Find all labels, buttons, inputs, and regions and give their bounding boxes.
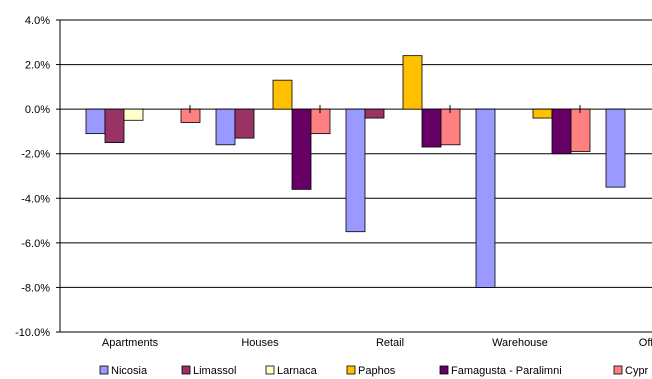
bar-famagusta-paralimni-warehouse — [551, 108, 572, 155]
y-tick-label: 0.0% — [25, 104, 50, 116]
y-tick-label: -4.0% — [21, 193, 50, 205]
legend: Nicosia Limassol Larnaca Paphos Famagusta - … — [99, 365, 649, 377]
bar-paphos-retail — [402, 55, 423, 110]
bar-limassol-houses — [234, 108, 255, 139]
bar-nicosia-retail — [345, 108, 366, 233]
axes — [59, 20, 581, 332]
x-category-label: Houses — [241, 337, 279, 349]
y-tick-label: -8.0% — [21, 282, 50, 294]
y-tick-label: -10.0% — [15, 327, 50, 339]
legend-label: Famagusta - Paralimni — [451, 365, 562, 377]
bar-famagusta-paralimni-houses — [291, 108, 312, 190]
y-tick-label: 2.0% — [25, 60, 50, 72]
x-category-label: Offic — [639, 337, 652, 349]
bar-cyprus-retail — [440, 108, 461, 146]
y-tick-label: -6.0% — [21, 238, 50, 250]
bar-paphos-houses — [272, 79, 293, 110]
bar-nicosia-offices — [605, 108, 626, 188]
legend-swatch — [613, 365, 623, 375]
x-category-label: Retail — [376, 337, 404, 349]
legend-label: Limassol — [193, 365, 236, 377]
bars — [85, 55, 626, 288]
bar-famagusta-paralimni-retail — [421, 108, 442, 148]
legend-swatch — [99, 365, 109, 375]
x-category-label: Warehouse — [492, 337, 548, 349]
legend-label: Larnaca — [277, 365, 318, 377]
legend-swatch — [181, 365, 191, 375]
bar-nicosia-houses — [215, 108, 236, 146]
bar-nicosia-apartments — [85, 108, 106, 135]
legend-label: Paphos — [358, 365, 396, 377]
y-tick-labels: 4.0% 2.0% 0.0% -2.0% -4.0% -6.0% -8.0% -10.0% — [15, 15, 50, 339]
y-tick-label: 4.0% — [25, 15, 50, 27]
bar-limassol-apartments — [104, 108, 125, 143]
bar-limassol-retail — [364, 108, 385, 119]
bar-nicosia-warehouse — [475, 108, 496, 288]
legend-swatch — [439, 365, 449, 375]
legend-swatch — [265, 365, 275, 375]
x-category-labels: Apartments Houses Retail Warehouse Offic — [102, 337, 652, 349]
legend-label: Cypr — [625, 365, 649, 377]
bar-cyprus-warehouse — [570, 108, 591, 152]
legend-label: Nicosia — [111, 365, 148, 377]
legend-swatch — [346, 365, 356, 375]
x-category-label: Apartments — [102, 337, 159, 349]
y-tick-label: -2.0% — [21, 149, 50, 161]
bar-larnaca-apartments — [123, 108, 144, 121]
bar-paphos-warehouse — [532, 108, 553, 119]
